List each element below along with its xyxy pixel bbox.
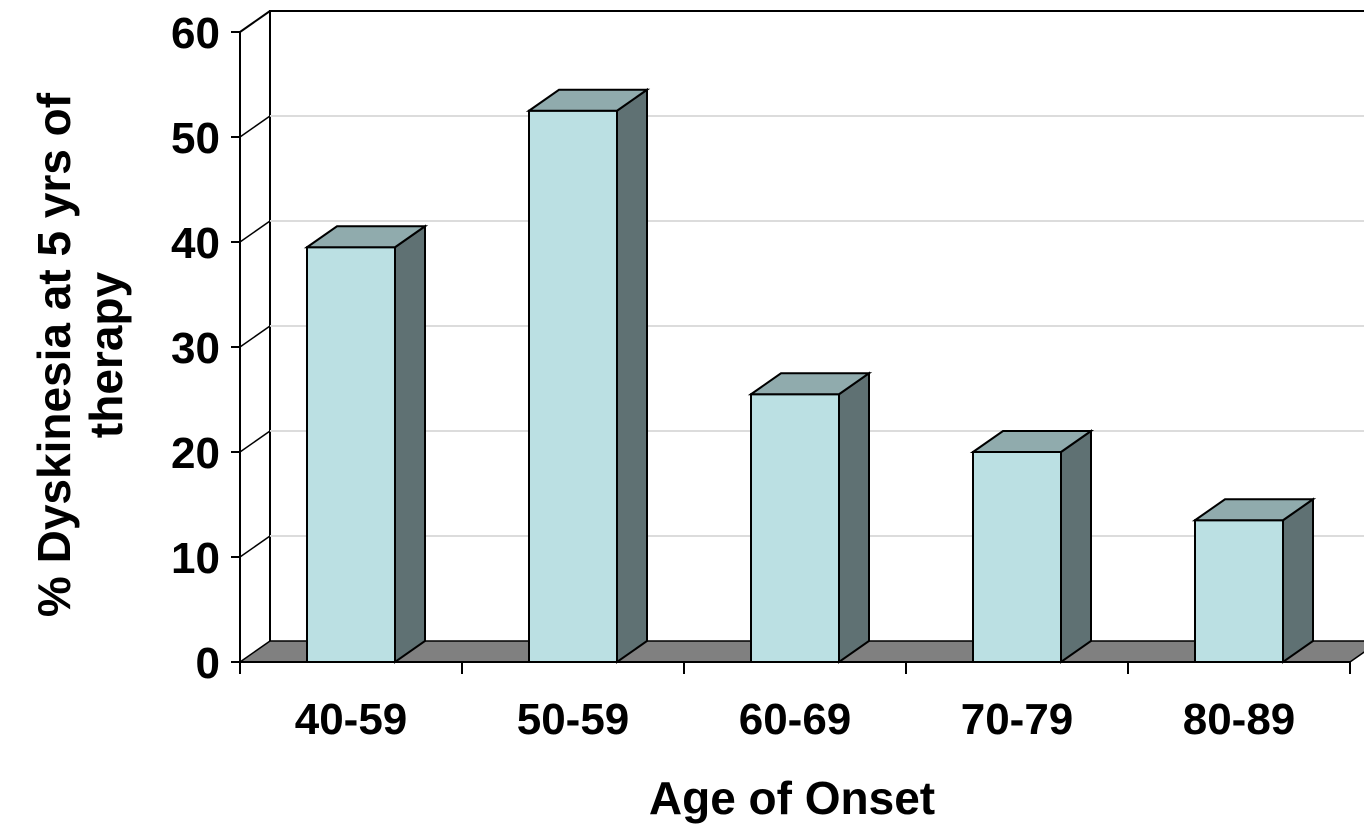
bar-side <box>1282 497 1314 664</box>
y-tick-label: 40 <box>171 219 220 268</box>
x-tick-label: 70-79 <box>961 695 1074 744</box>
y-axis-title: % Dyskinesia at 5 yrs of therapy <box>28 92 132 617</box>
y-tick-label: 60 <box>171 9 220 58</box>
bar-front <box>528 109 618 663</box>
side-wall-gridline <box>239 115 271 138</box>
bar <box>1191 497 1317 664</box>
y-tick-label: 0 <box>196 639 220 688</box>
bar-top <box>1191 498 1317 522</box>
bar-top <box>969 430 1095 453</box>
bar-side <box>1060 429 1092 664</box>
bar-front <box>972 451 1062 663</box>
x-tick-label: 60-69 <box>739 695 852 744</box>
bar-top <box>303 225 429 249</box>
bar-front <box>306 246 396 663</box>
y-tick-label: 30 <box>171 324 220 373</box>
bar-side <box>616 87 648 664</box>
side-wall-gridline <box>239 220 271 243</box>
y-tick-labels: 0 10 20 30 40 50 60 <box>171 9 220 688</box>
x-tick-label: 40-59 <box>295 695 408 744</box>
y-axis-title-line-2: therapy <box>80 272 132 439</box>
bar <box>303 224 429 664</box>
y-tick-label: 50 <box>171 114 220 163</box>
side-wall-gridline <box>239 325 271 348</box>
bar <box>525 87 651 664</box>
axes <box>231 31 1351 674</box>
bar-top <box>525 88 651 112</box>
y-tick-label: 10 <box>171 534 220 583</box>
bar <box>747 371 873 664</box>
x-tick-label: 50-59 <box>517 695 630 744</box>
y-axis-title-line-1: % Dyskinesia at 5 yrs of <box>28 92 80 617</box>
x-tick-labels: 40-59 50-59 60-69 70-79 80-89 <box>295 695 1296 744</box>
bar-top <box>747 372 873 396</box>
wall-corner-edge <box>239 10 271 33</box>
side-wall-gridline <box>239 430 271 453</box>
bar <box>969 429 1095 664</box>
bar-side <box>838 371 870 664</box>
x-axis-title: Age of Onset <box>649 772 935 824</box>
side-wall-gridline <box>239 535 271 558</box>
bar-side <box>394 224 426 664</box>
x-tick-label: 80-89 <box>1183 695 1296 744</box>
bars <box>303 87 1317 664</box>
bar-front <box>750 393 840 663</box>
bar-front <box>1194 519 1284 663</box>
y-tick-label: 20 <box>171 429 220 478</box>
